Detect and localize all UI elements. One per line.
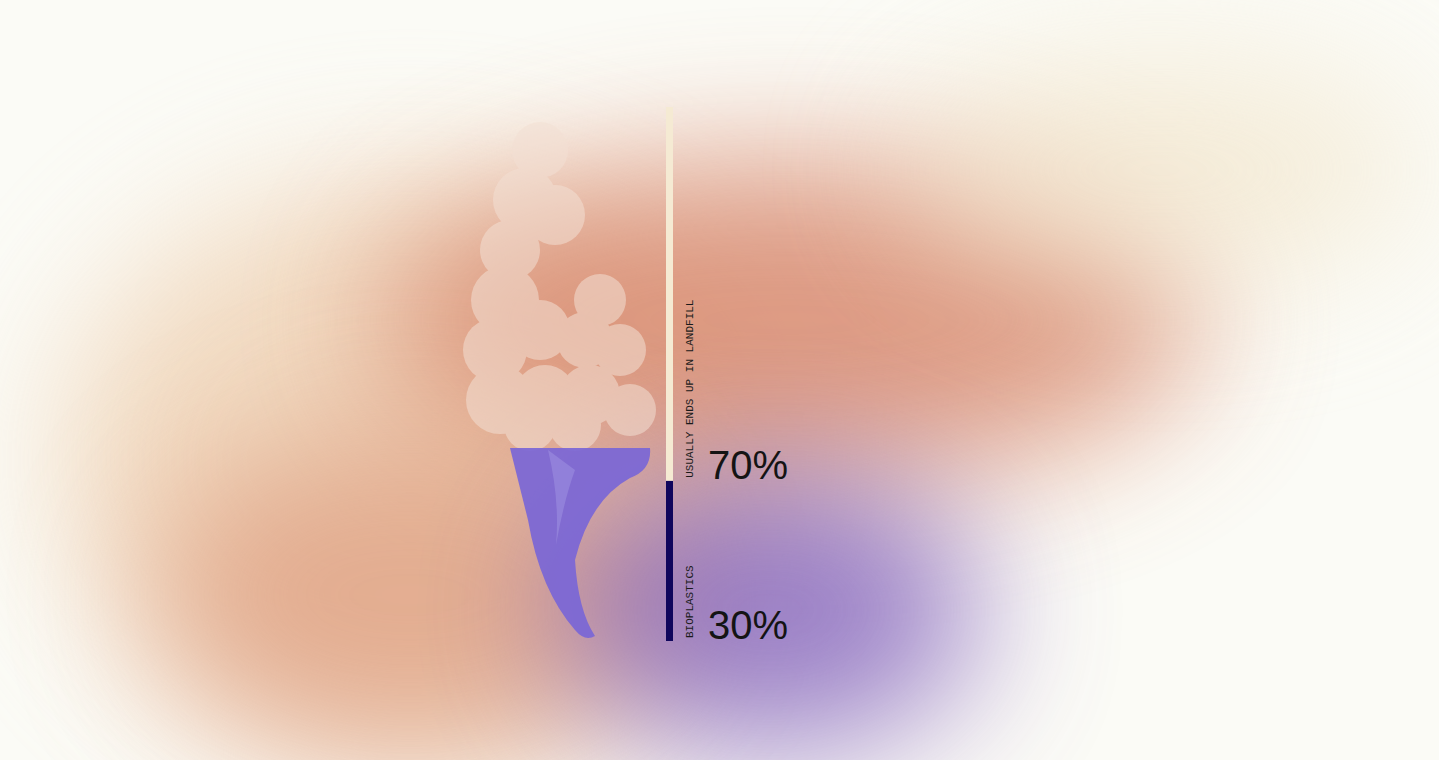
svg-text:70%: 70% [708,443,788,487]
svg-text:USUALLY ENDS UP IN LANDFILL: USUALLY ENDS UP IN LANDFILL [684,300,696,478]
svg-text:BIOPLASTICS: BIOPLASTICS [684,565,696,638]
svg-text:30%: 30% [708,603,788,647]
